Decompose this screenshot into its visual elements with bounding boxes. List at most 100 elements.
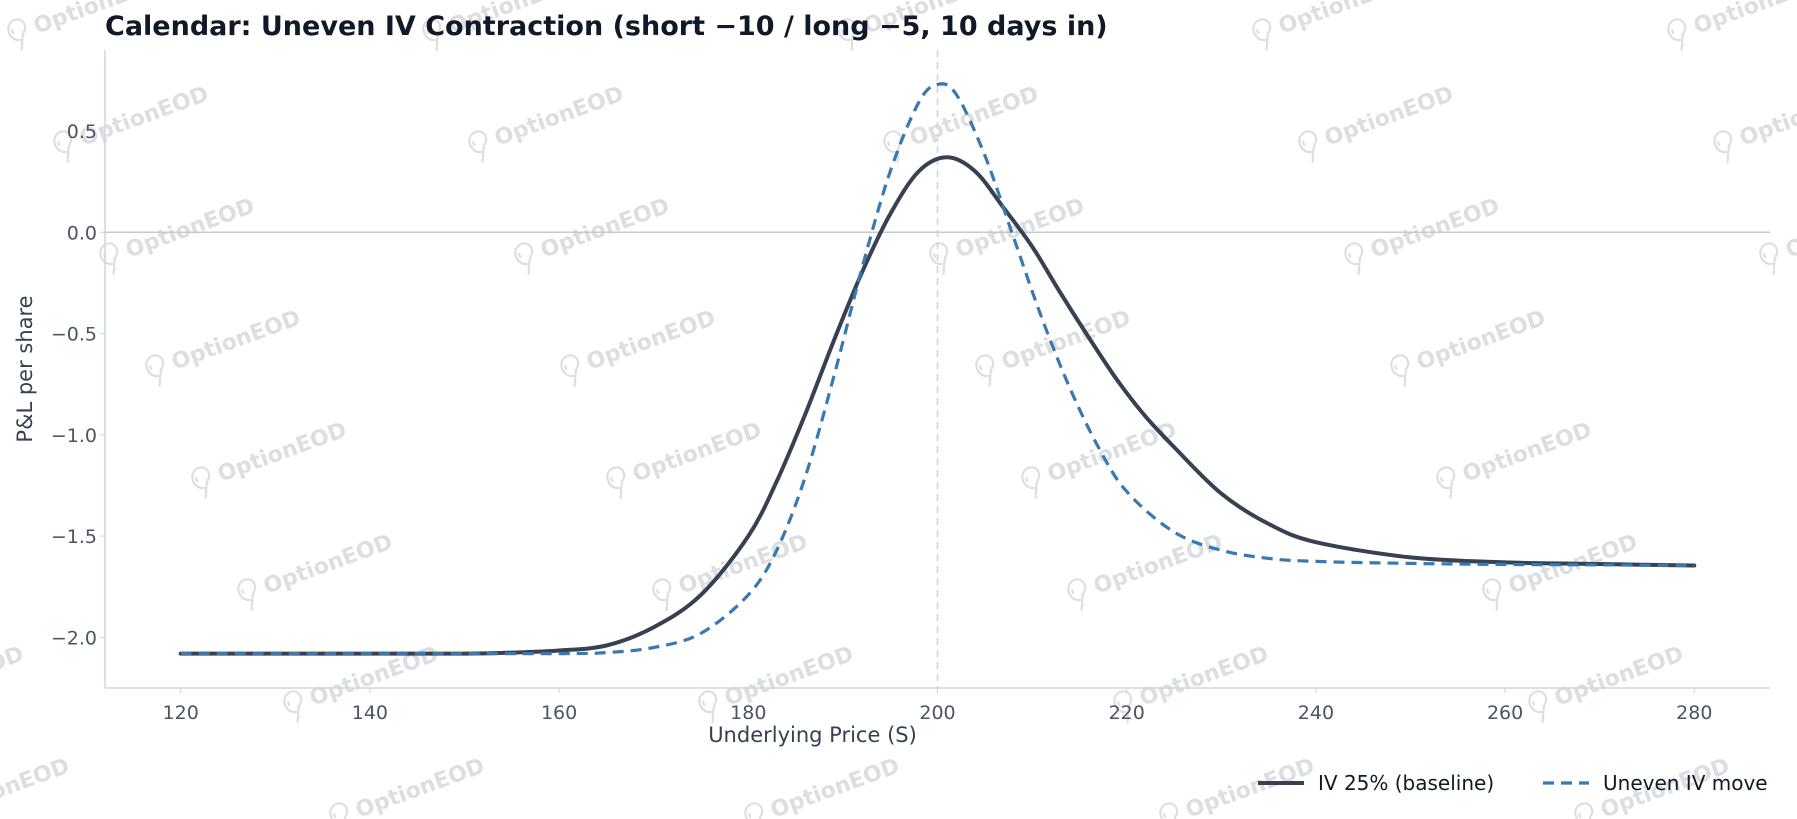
x-tick-label: 140 [352,702,388,724]
watermark: OptionEOD [1528,642,1687,724]
watermark: OptionEOD [237,530,396,612]
watermark: OptionEOD [560,306,719,388]
watermark: OptionEOD [0,754,73,819]
legend-label: Uneven IV move [1603,771,1768,795]
watermark: OptionEOD [1067,530,1226,612]
watermark-pin-icon [1252,18,1272,52]
watermark-pin-icon [975,354,995,388]
watermark: OptionEOD [1482,530,1641,612]
watermark-text: OptionEOD [1736,82,1797,152]
x-tick-label: 220 [1109,702,1145,724]
y-tick-label: −0.5 [51,324,97,346]
watermark-text: OptionEOD [0,642,27,712]
watermark: OptionEOD [606,418,765,500]
watermark-text: OptionEOD [767,754,903,819]
legend-label: IV 25% (baseline) [1318,771,1494,795]
axes-layer [100,50,1770,693]
watermark-pin-icon [837,18,857,52]
watermark-text: OptionEOD [1367,194,1503,264]
watermark: OptionEOD [1252,0,1411,52]
watermark-pin-icon [606,466,626,500]
watermark: OptionEOD [744,754,903,819]
watermark-pin-icon [1021,466,1041,500]
watermark-text: OptionEOD [1551,642,1687,712]
watermark-pin-icon [1528,690,1548,724]
watermark: OptionEOD [1667,0,1797,52]
watermark-pin-icon [1667,18,1687,52]
watermark-pin-icon [1436,466,1456,500]
watermark-text: OptionEOD [168,306,304,376]
watermark-pin-icon [652,578,672,612]
watermark-text: OptionEOD [1182,754,1318,819]
watermark-pin-icon [698,690,718,724]
legend: IV 25% (baseline) Uneven IV move [1258,771,1768,795]
watermark: OptionEOD [514,194,673,276]
uneven-iv-series-line [180,82,1695,656]
watermark: OptionEOD [929,194,1088,276]
watermark-text: OptionEOD [629,418,765,488]
watermark-text: OptionEOD [1275,0,1411,39]
watermark: OptionEOD [191,418,350,500]
watermark: OptionEOD [1159,754,1318,819]
labels-layer: 120 140 160 180 200 220 240 260 280 −2.0 −1.5 −1.0 −… [13,11,1712,747]
watermark-pin-icon [329,802,349,819]
watermark-pin-icon [1298,130,1318,164]
watermark-pin-icon [53,130,73,164]
watermark-text: OptionEOD [214,418,350,488]
x-tick-label: 200 [919,702,955,724]
watermark: OptionEOD [698,642,857,724]
watermark-pin-icon [1759,242,1779,276]
x-tick-label: 240 [1298,702,1334,724]
watermark-pin-icon [929,242,949,276]
watermark-pin-icon [99,242,119,276]
watermark-text: OptionEOD [583,306,719,376]
watermark-pin-icon [1344,242,1364,276]
series-layer [178,82,1697,656]
watermark-text: OptionEOD [1782,194,1797,264]
baseline-series-line [178,155,1697,656]
watermark-text: OptionEOD [1459,418,1595,488]
watermark-pin-icon [1113,690,1133,724]
y-tick-label: −2.0 [51,627,97,649]
watermark-pin-icon [1390,354,1410,388]
watermark: OptionEOD [1344,194,1503,276]
watermark-pin-icon [468,130,488,164]
watermark: OptionEOD [0,642,27,712]
watermark-text: OptionEOD [352,754,488,819]
watermark-text: OptionEOD [0,754,73,819]
watermark: OptionEOD [883,82,1042,164]
watermark-pin-icon [744,802,764,819]
watermark-text: OptionEOD [260,530,396,600]
watermark: OptionEOD [1713,82,1797,164]
watermark-pin-icon [514,242,534,276]
watermark-text: OptionEOD [1136,642,1272,712]
x-tick-label: 160 [541,702,577,724]
watermark-text: OptionEOD [1321,82,1457,152]
watermark: OptionEOD [468,82,627,164]
watermark-pin-icon [1482,578,1502,612]
watermark-text: OptionEOD [1690,0,1797,39]
x-tick-label: 260 [1487,702,1523,724]
watermark-pin-icon [283,690,303,724]
x-tick-label: 180 [730,702,766,724]
x-tick-label: 280 [1676,702,1712,724]
watermark-pin-icon [1159,802,1179,819]
watermark: OptionEOD [1390,306,1549,388]
watermark-text: OptionEOD [1044,418,1180,488]
watermark-text: OptionEOD [122,194,258,264]
watermark-text: OptionEOD [998,306,1134,376]
watermark: OptionEOD [975,306,1134,388]
watermark-text: OptionEOD [1090,530,1226,600]
watermark-pin-icon [560,354,580,388]
watermark-text: OptionEOD [491,82,627,152]
y-axis-label: P&L per share [13,295,37,442]
y-tick-label: −1.0 [51,425,97,447]
watermark-pin-icon [1713,130,1733,164]
watermark: OptionEOD [329,754,488,819]
y-tick-label: −1.5 [51,526,97,548]
watermark-pin-icon [1067,578,1087,612]
watermark-pin-icon [7,18,27,52]
watermark-pin-icon [191,466,211,500]
